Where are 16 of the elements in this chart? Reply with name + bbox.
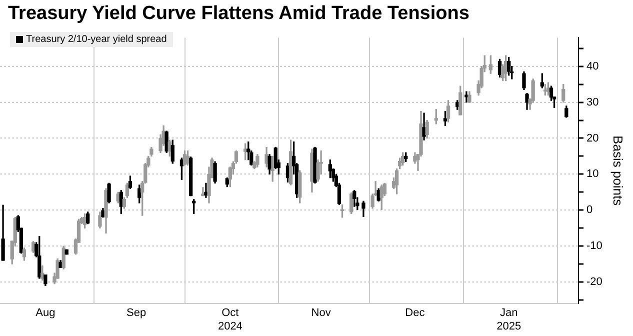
y-tick-label: 20 xyxy=(586,132,599,144)
chart-title: Treasury Yield Curve Flattens Amid Trade Tensions xyxy=(8,3,470,25)
y-tick-label: -20 xyxy=(586,276,602,288)
y-tick-label: -10 xyxy=(586,240,602,252)
x-tick-label: Sep xyxy=(126,307,146,320)
y-tick-label: 0 xyxy=(586,204,593,216)
x-tick-label: Dec xyxy=(405,307,426,320)
legend-label: Treasury 2/10-year yield spread xyxy=(26,34,167,45)
x-tick-label: Jan 2025 xyxy=(496,307,522,332)
x-tick-label: Nov xyxy=(311,307,332,320)
y-tick-label: 30 xyxy=(586,96,599,108)
y-tick-label: 10 xyxy=(586,168,599,180)
y-axis-title: Basis points xyxy=(610,136,626,206)
x-tick-label: Oct 2024 xyxy=(218,307,242,332)
y-tick-label: 40 xyxy=(586,60,599,72)
x-tick-label: Aug xyxy=(36,307,56,320)
